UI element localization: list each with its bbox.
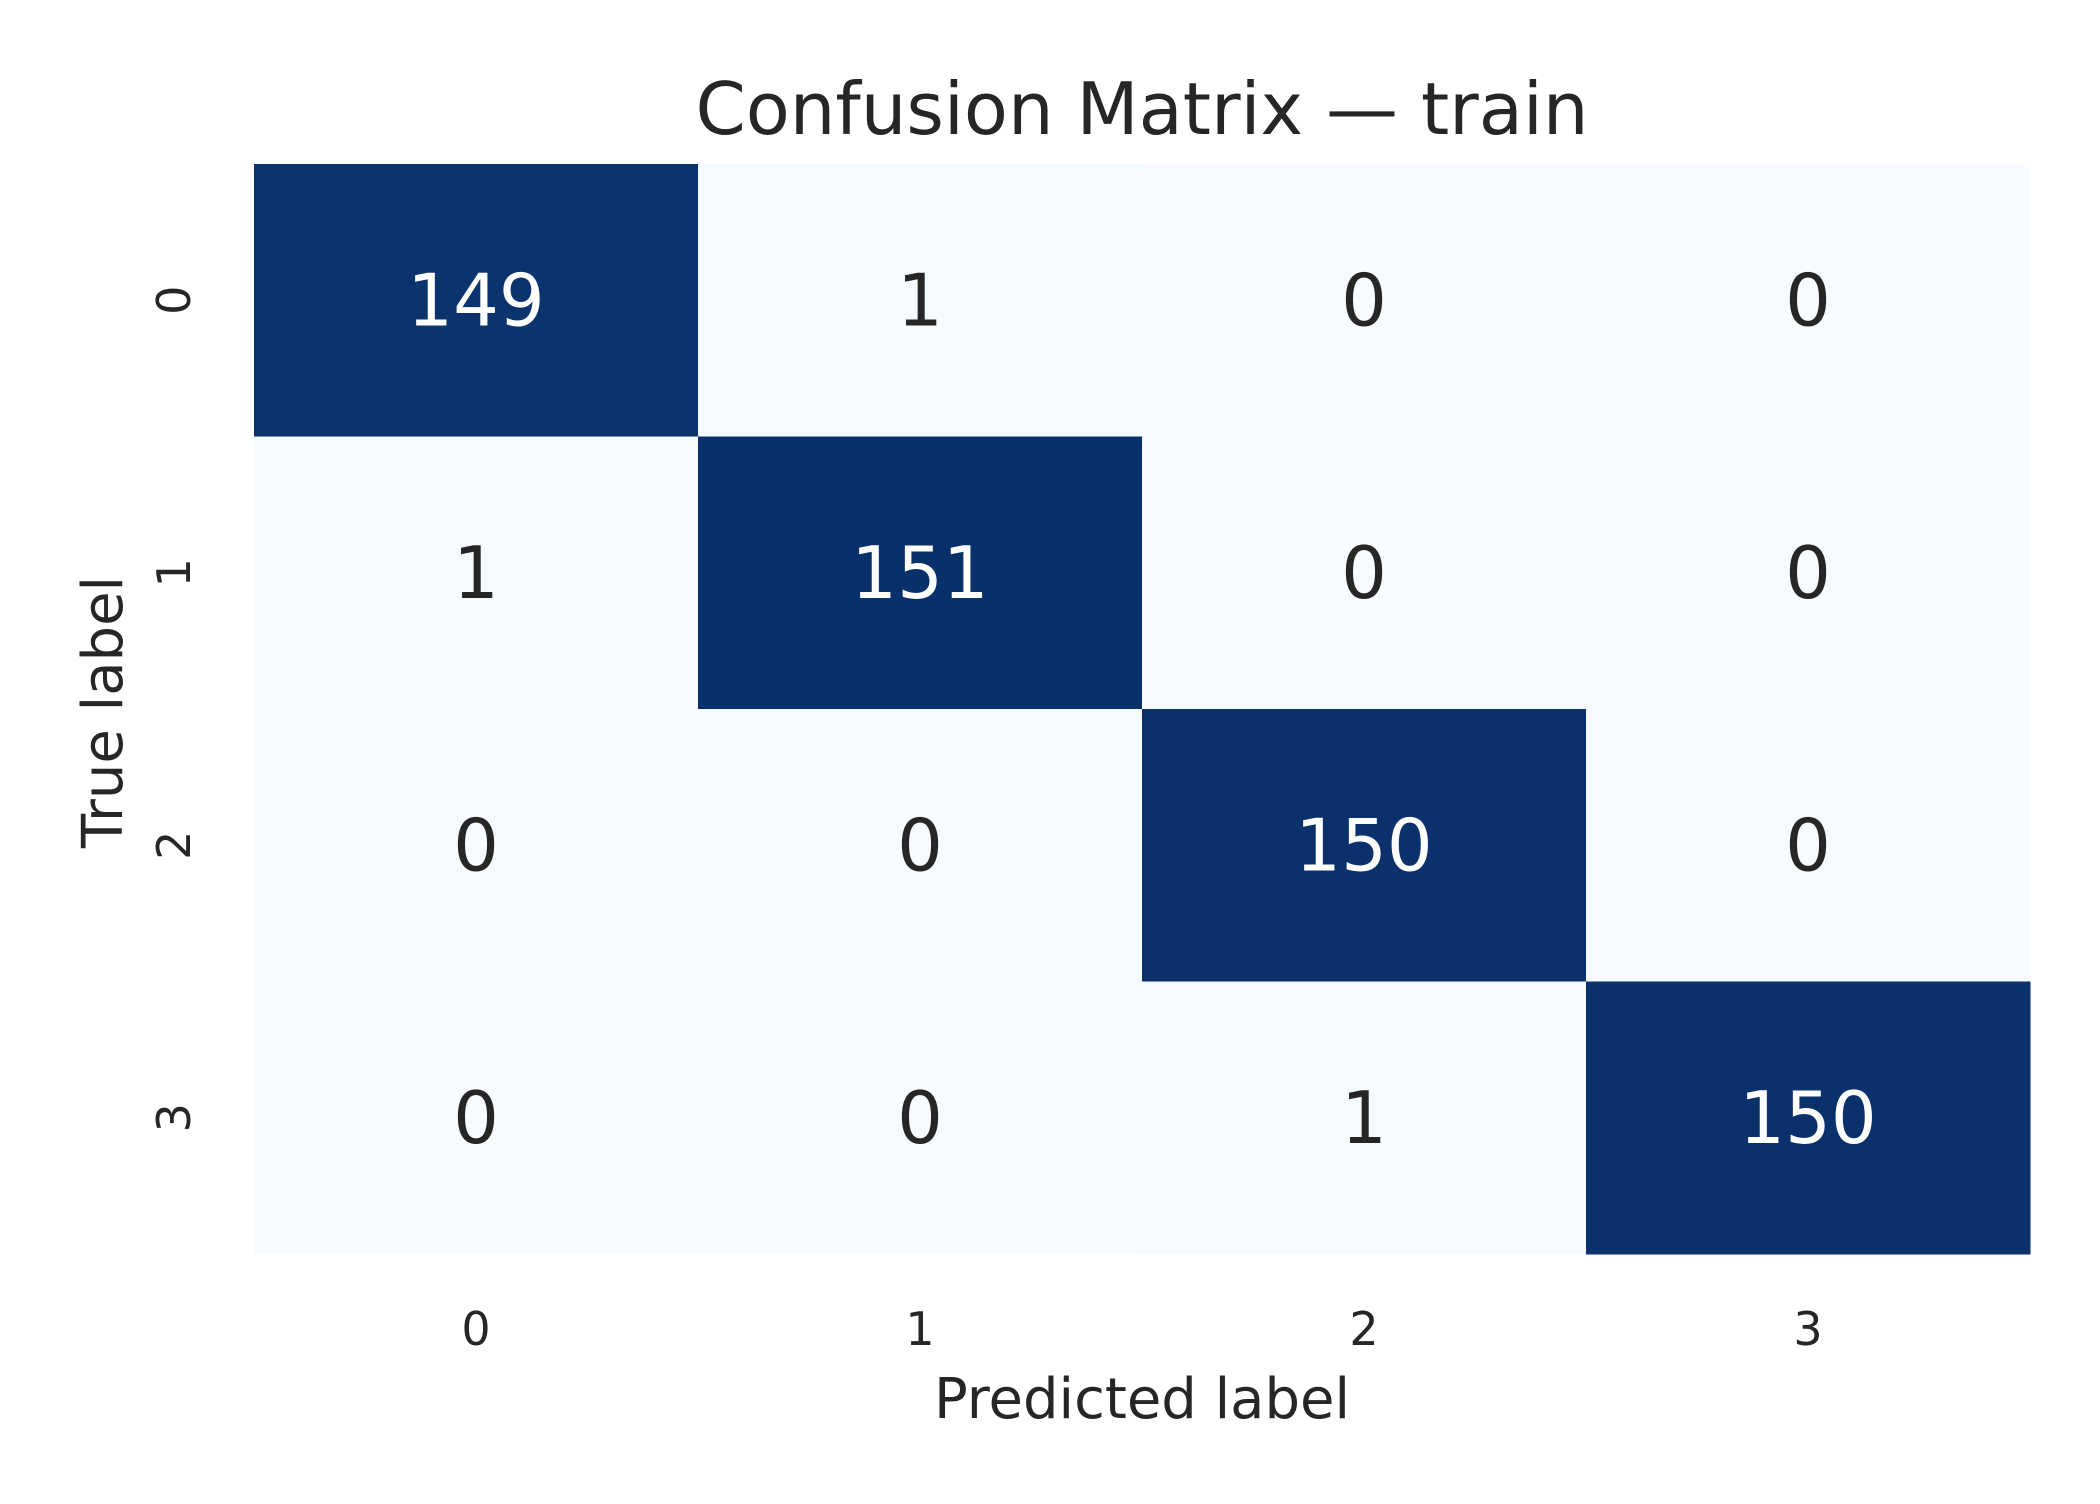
y-tick-labels: 0 1 2 3 [147,286,201,1133]
cell-value-label: 0 [1785,258,1831,342]
cell-value-label: 149 [407,258,544,342]
heatmap-cell [254,981,699,1255]
x-axis-label: Predicted label [934,1367,1350,1432]
y-tick-label: 1 [147,558,201,587]
chart-title: Confusion Matrix — train [695,67,1588,151]
cell-value-label: 0 [897,1076,943,1160]
x-tick-label: 1 [905,1302,934,1356]
heatmap-cell [698,436,1143,710]
cell-value-label: 1 [1341,1076,1387,1160]
heatmap-cell [1142,981,1587,1255]
y-tick-label: 2 [147,831,201,860]
cell-value-label: 151 [851,531,988,615]
heatmap-cell [1586,981,2031,1255]
heatmap-cell [698,164,1143,437]
y-axis-label: True label [71,576,136,849]
cell-value-label: 150 [1295,803,1432,887]
heatmap-cell [1586,709,2031,982]
heatmap-cell [698,709,1143,982]
heatmap-cell [254,436,699,710]
cell-value-label: 0 [453,1076,499,1160]
heatmap-cell [254,709,699,982]
y-tick-label: 0 [147,286,201,315]
heatmap-cell [254,164,699,437]
cell-value-label: 0 [1785,531,1831,615]
cell-value-label: 0 [1341,258,1387,342]
cell-annotations: 149 1 0 0 1 151 0 0 0 0 150 0 0 0 1 150 [407,258,1876,1160]
heatmap-cell [1142,436,1587,710]
cell-value-label: 1 [453,531,499,615]
heatmap-cell [1142,164,1587,437]
cell-value-label: 1 [897,258,943,342]
heatmap-cells [254,164,2031,1255]
heatmap-cell [1586,436,2031,710]
cell-value-label: 0 [1341,531,1387,615]
y-tick-label: 3 [147,1103,201,1132]
x-tick-labels: 0 1 2 3 [461,1302,1822,1356]
cell-value-label: 0 [897,803,943,887]
heatmap-cell [1586,164,2031,437]
heatmap-cell [1142,709,1587,982]
x-tick-label: 2 [1349,1302,1378,1356]
cell-value-label: 0 [1785,803,1831,887]
x-tick-label: 0 [461,1302,490,1356]
cell-value-label: 0 [453,803,499,887]
heatmap-cell [698,981,1143,1255]
cell-value-label: 150 [1739,1076,1876,1160]
x-tick-label: 3 [1793,1302,1822,1356]
